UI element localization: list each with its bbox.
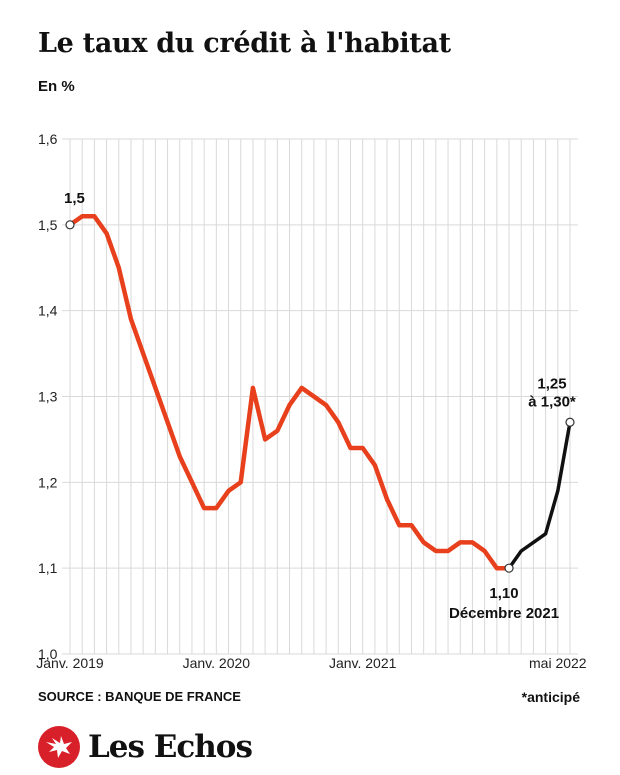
y-tick-label: 1,1 (38, 560, 58, 576)
x-tick-label: Janv. 2019 (36, 655, 104, 671)
annotation-sublabel: à 1,30* (528, 393, 576, 410)
unit-label: En % (38, 78, 75, 95)
y-tick-label: 1,0 (38, 646, 58, 662)
x-tick-label: Janv. 2020 (183, 655, 251, 671)
y-tick-label: 1,3 (38, 389, 58, 405)
brand-logo: Les Echos (38, 726, 253, 768)
annotation-marker (65, 220, 75, 230)
eagle-icon (38, 726, 80, 768)
annotation-sublabel: Décembre 2021 (449, 605, 559, 622)
series-lines (67, 214, 572, 571)
annotations: 1,5 1,10 Décembre 2021 1,25à 1,30* (64, 190, 576, 622)
line-chart: 1,0 1,1 1,2 1,3 1,4 1,5 1,6 Janv. 2019 Janv. 202… (36, 131, 587, 671)
footnote: *anticipé (521, 689, 580, 705)
annotation-value-label: 1,25 (537, 375, 566, 392)
annotation-marker (565, 417, 575, 427)
y-tick-label: 1,6 (38, 131, 58, 147)
x-tick-label: Janv. 2021 (329, 655, 397, 671)
gridlines (62, 138, 578, 655)
source-note: SOURCE : BANQUE DE FRANCE (38, 689, 241, 704)
annotation-marker (504, 563, 514, 573)
historical-series-line (67, 214, 512, 571)
x-tick-label: mai 2022 (529, 655, 587, 671)
y-tick-label: 1,4 (38, 303, 58, 319)
forecast-series-line (507, 420, 572, 570)
annotation-value-label: 1,5 (64, 190, 85, 207)
axis-labels: 1,0 1,1 1,2 1,3 1,4 1,5 1,6 Janv. 2019 Janv. 202… (36, 131, 587, 671)
y-tick-label: 1,5 (38, 217, 58, 233)
y-tick-label: 1,2 (38, 474, 58, 490)
chart-title: Le taux du crédit à l'habitat (38, 28, 451, 59)
brand-name: Les Echos (88, 729, 253, 765)
annotation-value-label: 1,10 (489, 585, 518, 602)
